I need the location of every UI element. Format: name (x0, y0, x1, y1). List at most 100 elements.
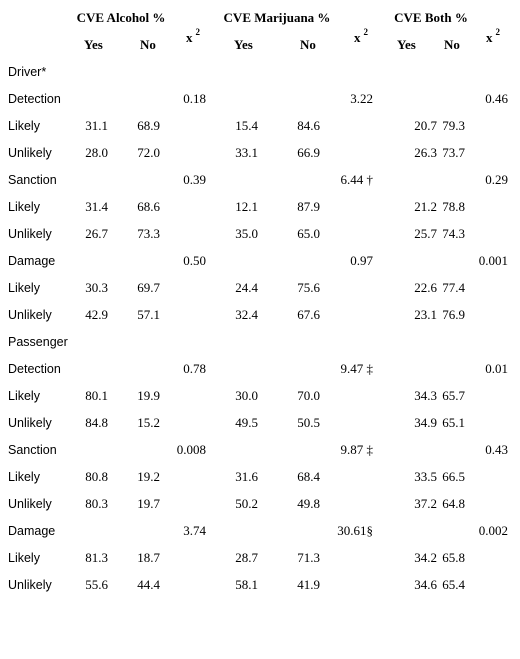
both-yes: 23.1 (414, 307, 437, 322)
alcohol-chi-square: 0.78 (183, 361, 206, 376)
both-no: 76.9 (442, 307, 465, 322)
row-label: Damage (8, 254, 56, 268)
marijuana-no: 68.4 (297, 469, 320, 484)
row-label: Detection (8, 362, 61, 376)
row-label: Unlikely (8, 497, 52, 511)
marijuana-yes: 28.7 (235, 550, 258, 565)
marijuana-yes: 33.1 (235, 145, 258, 160)
row-label: Sanction (8, 173, 57, 187)
row-label: Likely (8, 200, 40, 214)
both-chi-square: 0.002 (478, 523, 508, 538)
marijuana-chi-square: 3.22 (350, 91, 373, 106)
both-yes: 33.5 (414, 469, 437, 484)
sub-header-no: No (140, 37, 156, 52)
marijuana-chi-square: 30.61§ (337, 523, 373, 538)
row-label: Likely (8, 470, 40, 484)
alcohol-chi-square: 0.39 (183, 172, 206, 187)
row-label: Unlikely (8, 578, 52, 592)
row-label: Unlikely (8, 416, 52, 430)
alcohol-no: 57.1 (137, 307, 160, 322)
alcohol-chi-square: 0.008 (176, 442, 206, 457)
both-yes: 34.2 (414, 550, 437, 565)
both-no: 65.8 (442, 550, 465, 565)
marijuana-yes: 32.4 (235, 307, 258, 322)
both-yes: 20.7 (414, 118, 437, 133)
row-label: Likely (8, 119, 40, 133)
marijuana-yes: 50.2 (235, 496, 258, 511)
alcohol-yes: 31.1 (85, 118, 108, 133)
alcohol-no: 19.7 (137, 496, 160, 511)
group-title: CVE Alcohol % (76, 10, 166, 25)
marijuana-no: 66.9 (297, 145, 320, 160)
alcohol-no: 69.7 (137, 280, 160, 295)
row-label: Likely (8, 551, 40, 565)
chi-square-superscript: 2 (363, 27, 369, 37)
marijuana-no: 50.5 (297, 415, 320, 430)
both-yes: 34.9 (414, 415, 437, 430)
alcohol-yes: 30.3 (85, 280, 108, 295)
marijuana-no: 84.6 (297, 118, 320, 133)
both-no: 65.4 (442, 577, 465, 592)
alcohol-chi-square: 0.18 (183, 91, 206, 106)
marijuana-no: 49.8 (297, 496, 320, 511)
group-title: CVE Both % (394, 10, 468, 25)
alcohol-yes: 55.6 (85, 577, 108, 592)
alcohol-yes: 81.3 (85, 550, 108, 565)
row-label: Unlikely (8, 308, 52, 322)
both-no: 65.7 (442, 388, 465, 403)
alcohol-no: 72.0 (137, 145, 160, 160)
marijuana-no: 65.0 (297, 226, 320, 241)
alcohol-chi-square: 0.50 (183, 253, 206, 268)
marijuana-no: 75.6 (297, 280, 320, 295)
alcohol-yes: 31.4 (85, 199, 108, 214)
marijuana-no: 70.0 (297, 388, 320, 403)
marijuana-no: 71.3 (297, 550, 320, 565)
row-label: Unlikely (8, 146, 52, 160)
both-no: 65.1 (442, 415, 465, 430)
both-no: 73.7 (442, 145, 465, 160)
alcohol-yes: 80.8 (85, 469, 108, 484)
marijuana-chi-square: 9.47 ‡ (340, 361, 374, 376)
marijuana-yes: 35.0 (235, 226, 258, 241)
alcohol-yes: 26.7 (85, 226, 108, 241)
marijuana-yes: 12.1 (235, 199, 258, 214)
marijuana-yes: 31.6 (235, 469, 258, 484)
both-yes: 26.3 (414, 145, 437, 160)
marijuana-chi-square: 6.44 † (340, 172, 374, 187)
alcohol-no: 19.9 (137, 388, 160, 403)
marijuana-yes: 30.0 (235, 388, 258, 403)
both-chi-square: 0.001 (478, 253, 508, 268)
alcohol-no: 73.3 (137, 226, 160, 241)
alcohol-chi-square: 3.74 (183, 523, 206, 538)
both-chi-square: 0.01 (485, 361, 508, 376)
both-no: 79.3 (442, 118, 465, 133)
sub-header-no: No (444, 37, 460, 52)
marijuana-yes: 49.5 (235, 415, 258, 430)
both-yes: 25.7 (414, 226, 437, 241)
both-no: 64.8 (442, 496, 465, 511)
group-title: CVE Marijuana % (223, 10, 331, 25)
both-yes: 37.2 (414, 496, 437, 511)
both-yes: 22.6 (414, 280, 437, 295)
alcohol-yes: 84.8 (85, 415, 108, 430)
row-label: Sanction (8, 443, 57, 457)
alcohol-yes: 28.0 (85, 145, 108, 160)
chi-square-superscript: 2 (495, 27, 501, 37)
both-yes: 34.3 (414, 388, 437, 403)
marijuana-yes: 24.4 (235, 280, 258, 295)
both-no: 78.8 (442, 199, 465, 214)
row-label: Unlikely (8, 227, 52, 241)
marijuana-chi-square: 9.87 ‡ (340, 442, 374, 457)
marijuana-no: 87.9 (297, 199, 320, 214)
row-label: Detection (8, 92, 61, 106)
marijuana-no: 41.9 (297, 577, 320, 592)
both-chi-square: 0.46 (485, 91, 508, 106)
both-no: 77.4 (442, 280, 465, 295)
alcohol-yes: 80.3 (85, 496, 108, 511)
both-chi-square: 0.29 (485, 172, 508, 187)
alcohol-yes: 42.9 (85, 307, 108, 322)
